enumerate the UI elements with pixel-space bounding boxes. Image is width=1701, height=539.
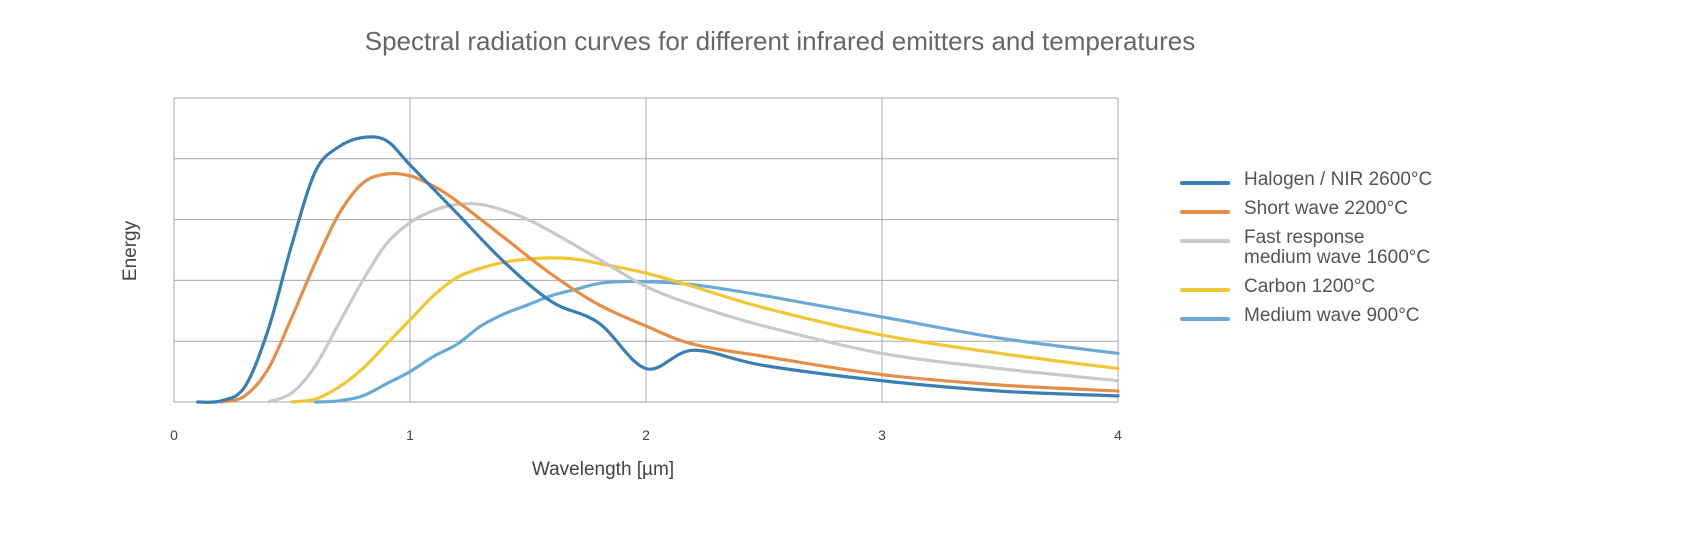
x-tick-label: 1 bbox=[406, 427, 414, 443]
legend-item: Fast response medium wave 1600°C bbox=[1180, 228, 1432, 268]
legend-swatch bbox=[1180, 181, 1230, 185]
legend-label: Medium wave 900°C bbox=[1244, 305, 1420, 326]
x-tick-labels: 0 1 2 3 4 bbox=[170, 427, 1122, 443]
legend-item: Short wave 2200°C bbox=[1180, 199, 1432, 219]
legend-swatch bbox=[1180, 239, 1230, 243]
series-line-3 bbox=[290, 256, 1120, 404]
chart-title: Spectral radiation curves for different … bbox=[364, 26, 1196, 56]
x-tick-label: 4 bbox=[1114, 427, 1122, 443]
series-line-0 bbox=[196, 135, 1120, 404]
legend-label: Short wave 2200°C bbox=[1244, 198, 1408, 219]
legend-item: Halogen / NIR 2600°C bbox=[1180, 170, 1432, 190]
y-axis-label: Energy bbox=[120, 220, 141, 281]
legend-swatch bbox=[1180, 317, 1230, 321]
series-line-4 bbox=[314, 279, 1120, 404]
legend-label: Halogen / NIR 2600°C bbox=[1244, 169, 1433, 190]
x-tick-label: 3 bbox=[878, 427, 886, 443]
series-line-1 bbox=[219, 171, 1120, 404]
curves bbox=[196, 135, 1120, 404]
legend: Halogen / NIR 2600°C Short wave 2200°C Fas… bbox=[1180, 170, 1432, 335]
x-tick-label: 0 bbox=[170, 427, 178, 443]
legend-label: Fast response medium wave 1600°C bbox=[1244, 227, 1431, 268]
x-tick-label: 2 bbox=[642, 427, 650, 443]
grid bbox=[173, 97, 1119, 403]
legend-label: Carbon 1200°C bbox=[1244, 276, 1376, 297]
series-line-2 bbox=[266, 202, 1120, 404]
legend-swatch bbox=[1180, 288, 1230, 292]
x-axis-label: Wavelength [µm] bbox=[532, 459, 674, 480]
legend-swatch bbox=[1180, 210, 1230, 214]
legend-item: Medium wave 900°C bbox=[1180, 306, 1432, 326]
legend-item: Carbon 1200°C bbox=[1180, 277, 1432, 297]
